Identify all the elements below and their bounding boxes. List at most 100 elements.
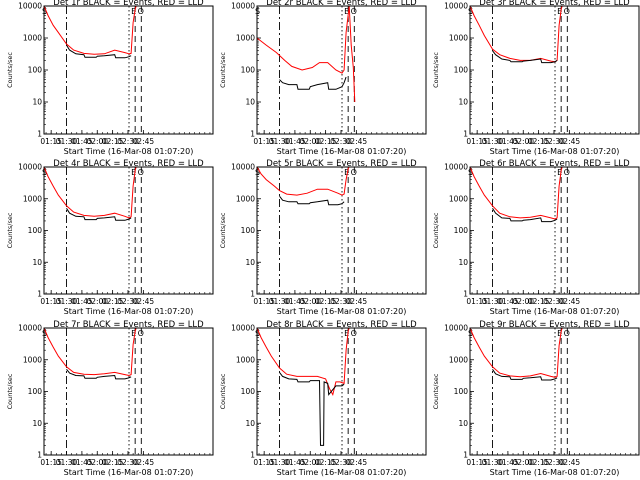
x-tick-label: 02:00 <box>86 137 108 146</box>
series-events <box>279 372 345 446</box>
x-tick-label: 01:15 <box>466 297 488 306</box>
x-tick-label: 01:15 <box>466 458 488 467</box>
series-lld <box>257 328 350 396</box>
y-tick-label: 100 <box>241 226 256 235</box>
x-tick-label: 02:15 <box>528 458 550 467</box>
x-tick-label: 01:30 <box>482 458 504 467</box>
panel-title: Det 6r BLACK = Events, RED = LLD <box>479 159 630 169</box>
series-lld <box>257 167 350 196</box>
x-tick-label: 01:45 <box>497 458 519 467</box>
x-tick-label: 02:45 <box>346 297 368 306</box>
y-tick-label: 1 <box>463 290 468 299</box>
y-tick-label: 1000 <box>449 34 468 43</box>
time-marker-S: S <box>42 329 47 338</box>
x-tick-label: 01:30 <box>56 458 78 467</box>
x-tick-label: 01:30 <box>56 137 78 146</box>
plot-area <box>257 6 356 103</box>
x-tick-label: 01:15 <box>466 137 488 146</box>
y-tick-label: 10000 <box>444 163 468 172</box>
y-tick-label: 10000 <box>18 163 42 172</box>
time-marker-S: S <box>255 7 260 16</box>
x-axis-label: Start Time (16-Mar-08 01:07:20) <box>490 307 620 316</box>
y-axis-label: Counts/sec <box>432 52 440 88</box>
x-tick-label: 01:15 <box>40 137 62 146</box>
panel-8: Det 8r BLACK = Events, RED = LLD 1 10 100 10… <box>219 320 427 477</box>
x-tick-label: 02:30 <box>330 297 352 306</box>
series-lld <box>257 6 356 103</box>
x-tick-label: 02:15 <box>315 297 337 306</box>
x-tick-label: 02:00 <box>512 297 534 306</box>
y-tick-label: 1000 <box>236 34 255 43</box>
time-marker-O: O <box>564 7 570 16</box>
plot-area <box>257 167 350 206</box>
x-tick-label: 02:45 <box>559 137 581 146</box>
x-axis-label: Start Time (16-Mar-08 01:07:20) <box>490 468 620 477</box>
x-tick-label: 02:00 <box>512 137 534 146</box>
series-lld <box>44 328 137 377</box>
time-marker-O: O <box>564 168 570 177</box>
y-tick-label: 10 <box>458 98 468 107</box>
panel-title: Det 3r BLACK = Events, RED = LLD <box>479 0 630 8</box>
time-marker-E: E <box>131 329 136 338</box>
y-tick-label: 1000 <box>236 194 255 203</box>
x-tick-label: 01:30 <box>269 137 291 146</box>
x-tick-label: 02:15 <box>315 458 337 467</box>
x-axis-label: Start Time (16-Mar-08 01:07:20) <box>64 147 194 156</box>
x-tick-label: 01:30 <box>269 297 291 306</box>
panel-1: Det 1r BLACK = Events, RED = LLD 1 10 100 10… <box>6 0 214 156</box>
time-marker-O: O <box>564 329 570 338</box>
x-tick-label: 02:45 <box>133 458 155 467</box>
time-marker-E: E <box>557 7 562 16</box>
x-axis-label: Start Time (16-Mar-08 01:07:20) <box>277 147 407 156</box>
y-tick-label: 1000 <box>23 194 42 203</box>
panel-title: Det 5r BLACK = Events, RED = LLD <box>266 159 417 169</box>
x-tick-label: 02:45 <box>559 297 581 306</box>
y-tick-label: 10 <box>458 419 468 428</box>
time-marker-O: O <box>138 7 144 16</box>
x-tick-label: 02:30 <box>543 137 565 146</box>
panel-title: Det 7r BLACK = Events, RED = LLD <box>53 320 204 330</box>
series-events <box>66 208 132 221</box>
y-tick-label: 10 <box>32 258 42 267</box>
y-tick-label: 1 <box>463 451 468 460</box>
y-tick-label: 10 <box>458 258 468 267</box>
series-events <box>279 76 347 90</box>
x-tick-label: 02:15 <box>102 458 124 467</box>
series-events <box>492 208 558 223</box>
time-marker-E: E <box>557 168 562 177</box>
x-tick-label: 01:15 <box>253 137 275 146</box>
x-tick-label: 02:30 <box>543 297 565 306</box>
y-tick-label: 1 <box>250 130 255 139</box>
y-tick-label: 10000 <box>444 324 468 333</box>
time-marker-O: O <box>351 7 357 16</box>
y-tick-label: 1 <box>37 451 42 460</box>
x-tick-label: 01:30 <box>56 297 78 306</box>
y-tick-label: 1 <box>250 290 255 299</box>
time-marker-E: E <box>557 329 562 338</box>
series-lld <box>470 328 563 378</box>
x-axis-label: Start Time (16-Mar-08 01:07:20) <box>64 468 194 477</box>
series-events <box>66 44 132 59</box>
x-tick-label: 02:45 <box>346 137 368 146</box>
x-axis-label: Start Time (16-Mar-08 01:07:20) <box>277 307 407 316</box>
plot-frame <box>43 327 214 456</box>
panel-3: Det 3r BLACK = Events, RED = LLD 1 10 100 10… <box>432 0 640 156</box>
x-tick-label: 02:15 <box>528 297 550 306</box>
y-axis-label: Counts/sec <box>432 212 440 248</box>
series-events <box>492 50 558 64</box>
time-marker-S: S <box>468 329 473 338</box>
panel-2: Det 2r BLACK = Events, RED = LLD 1 10 100 10… <box>219 0 427 156</box>
x-tick-label: 01:30 <box>482 297 504 306</box>
y-tick-label: 100 <box>28 226 43 235</box>
series-lld <box>470 6 563 63</box>
y-tick-label: 100 <box>454 387 469 396</box>
x-tick-label: 01:45 <box>71 297 93 306</box>
panel-title: Det 4r BLACK = Events, RED = LLD <box>53 159 204 169</box>
plot-frame <box>469 327 640 456</box>
panel-title: Det 9r BLACK = Events, RED = LLD <box>479 320 630 330</box>
plot-frame <box>256 166 427 295</box>
y-tick-label: 10 <box>32 419 42 428</box>
plot-frame <box>256 327 427 456</box>
x-tick-label: 02:00 <box>299 297 321 306</box>
